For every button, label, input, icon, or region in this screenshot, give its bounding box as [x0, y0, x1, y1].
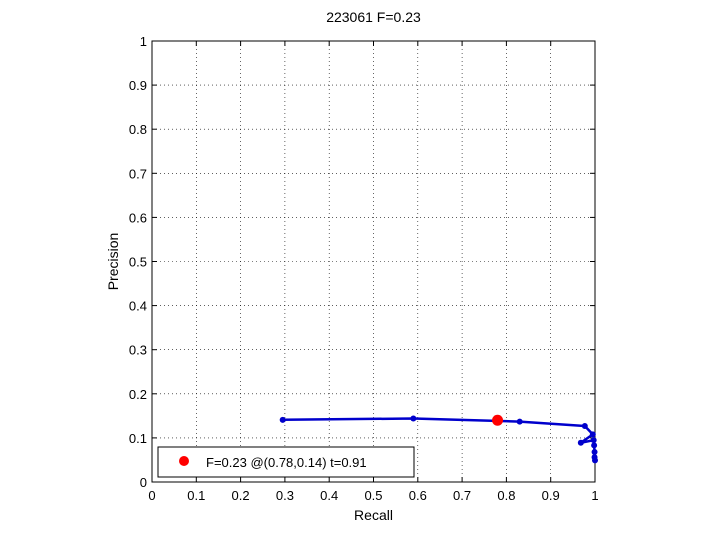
series-point [592, 457, 598, 464]
series-point [577, 439, 584, 446]
best-f-point [492, 414, 504, 426]
y-tick-label: 0 [140, 475, 147, 490]
y-tick-label: 0.9 [129, 78, 147, 93]
x-tick-label: 0.9 [542, 488, 560, 503]
y-tick-label: 0.4 [129, 299, 147, 314]
x-tick-label: 0.8 [497, 488, 515, 503]
series-point [591, 442, 598, 449]
legend-label: F=0.23 @(0.78,0.14) t=0.91 [206, 455, 367, 470]
y-tick-label: 0.6 [129, 210, 147, 225]
x-tick-label: 0.7 [453, 488, 471, 503]
x-tick-label: 0.4 [320, 488, 338, 503]
series-point [410, 415, 417, 422]
y-tick-label: 0.5 [129, 255, 147, 270]
series-point [589, 431, 596, 438]
x-axis-title: Recall [354, 507, 393, 523]
series-point [590, 437, 597, 444]
y-axis-title: Precision [105, 233, 121, 291]
series-point [581, 422, 588, 429]
series-layer [279, 414, 598, 464]
chart-title: 223061 F=0.23 [326, 9, 421, 25]
y-tick-label: 1 [140, 34, 147, 49]
legend-box [157, 446, 415, 478]
y-tick-label: 0.8 [129, 122, 147, 137]
x-tick-label: 0.5 [364, 488, 382, 503]
y-tick-label: 0.2 [129, 387, 147, 402]
x-tick-label: 0.2 [232, 488, 250, 503]
series-point [516, 418, 523, 425]
y-tick-label: 0.7 [129, 166, 147, 181]
x-tick-label: 0.3 [276, 488, 294, 503]
series-point [279, 416, 286, 423]
x-tick-label: 0 [148, 488, 155, 503]
legend-marker [179, 456, 189, 466]
series-point [591, 449, 598, 456]
y-tick-label: 0.3 [129, 343, 147, 358]
y-tick-label: 0.1 [129, 431, 147, 446]
axis-ticks: 0 0.1 0.2 0.3 0.4 0.5 0.6 0.7 0.8 0.9 1 0 0.1 0.2 0.3 0… [129, 34, 599, 503]
legend: F=0.23 @(0.78,0.14) t=0.91 [157, 446, 415, 478]
x-tick-label: 0.1 [187, 488, 205, 503]
x-tick-label: 1 [591, 488, 598, 503]
grid [152, 41, 595, 482]
x-tick-label: 0.6 [409, 488, 427, 503]
